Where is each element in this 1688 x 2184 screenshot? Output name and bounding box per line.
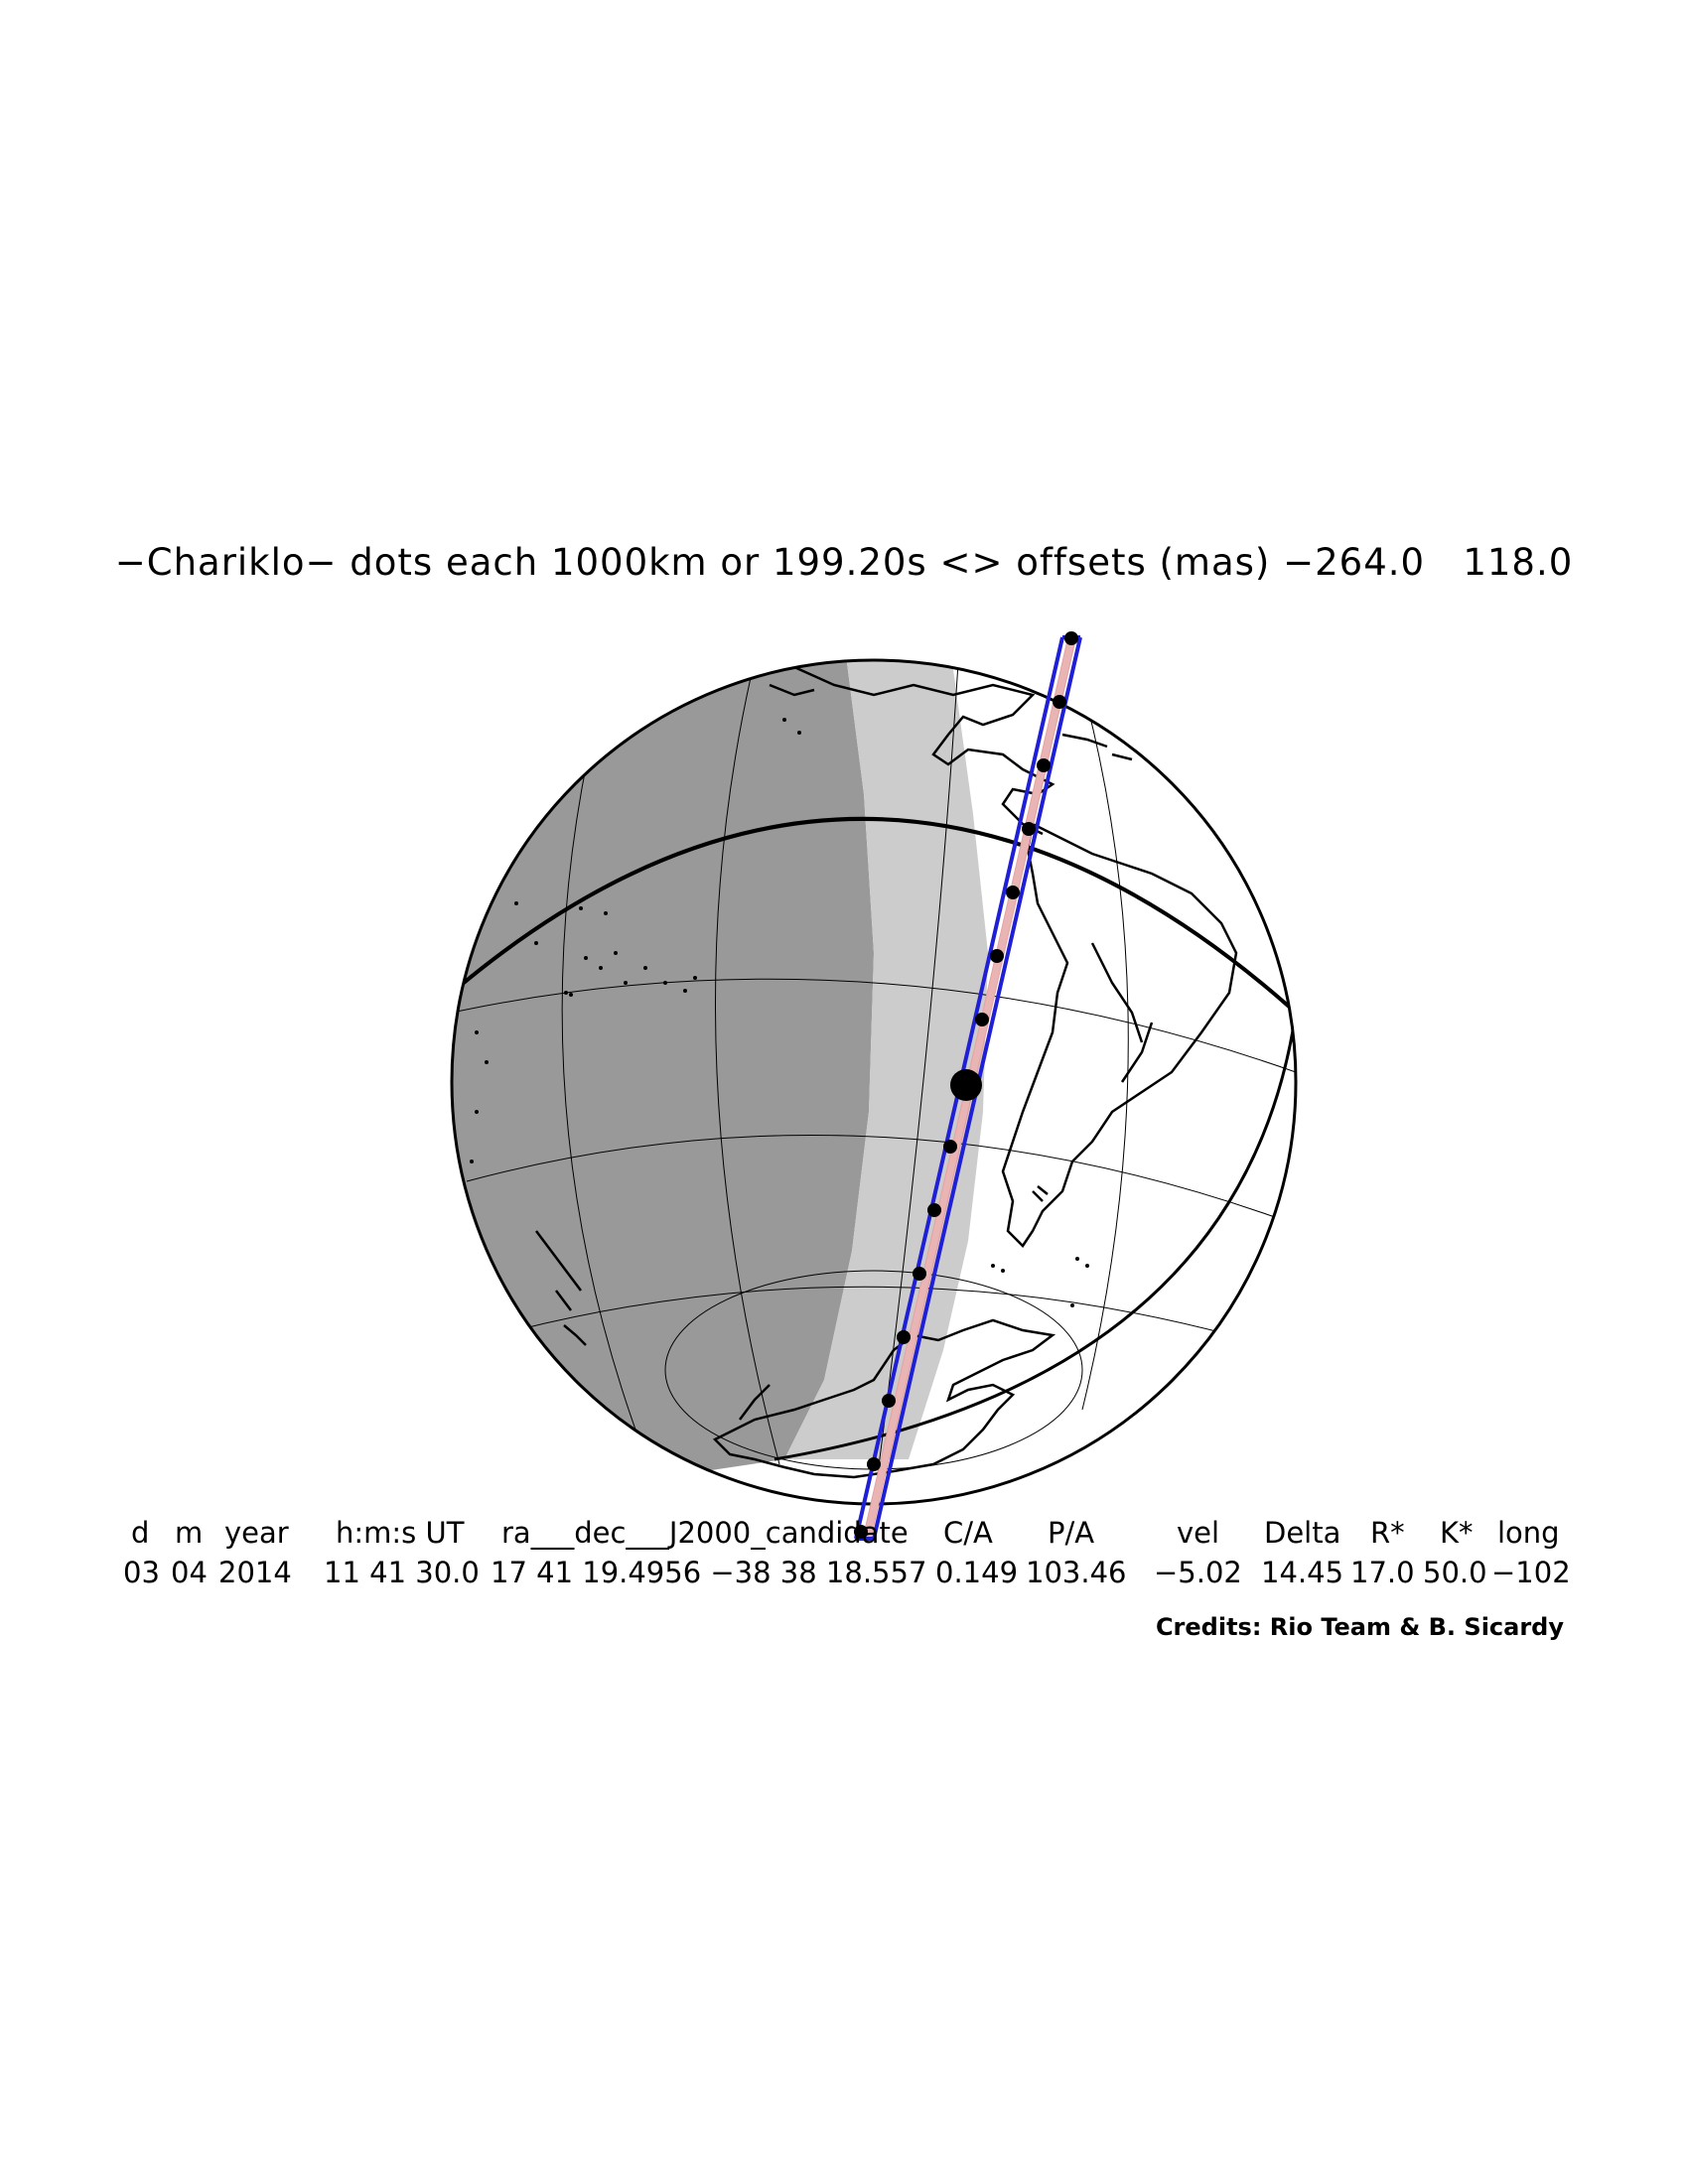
hdr-vel: vel	[1177, 1516, 1220, 1550]
val-d: 03	[123, 1556, 160, 1589]
hdr-pa: P/A	[1048, 1516, 1095, 1550]
val-year: 2014	[218, 1556, 292, 1589]
path-dots	[854, 631, 1078, 1539]
val-vel: −5.02	[1154, 1556, 1242, 1589]
path-dot	[913, 1267, 926, 1281]
path-dot	[1006, 886, 1020, 899]
hdr-d: d	[131, 1516, 150, 1550]
credits: Credits: Rio Team & B. Sicardy	[1155, 1613, 1564, 1641]
hdr-long: long	[1497, 1516, 1560, 1550]
path-dot-central	[950, 1069, 982, 1101]
path-dot	[927, 1203, 941, 1217]
hdr-kstar: K*	[1440, 1516, 1474, 1550]
val-ca: 0.149	[935, 1556, 1019, 1589]
path-dot	[867, 1457, 881, 1471]
terminator-line	[452, 816, 1296, 1015]
val-rstar: 17.0	[1350, 1556, 1415, 1589]
path-dot	[854, 1525, 868, 1539]
night-region	[452, 660, 874, 1504]
path-dot	[1037, 758, 1051, 772]
map-title: −Chariklo− dots each 1000km or 199.20s <…	[114, 541, 1574, 584]
hdr-year: year	[224, 1516, 289, 1550]
val-delta: 14.45	[1261, 1556, 1344, 1589]
hdr-rstar: R*	[1370, 1516, 1405, 1550]
path-dot	[943, 1140, 957, 1154]
hdr-ca: C/A	[943, 1516, 993, 1550]
val-kstar: 50.0	[1423, 1556, 1487, 1589]
path-dot	[1022, 822, 1036, 836]
val-long: −102	[1491, 1556, 1571, 1589]
hdr-m: m	[175, 1516, 204, 1550]
graticule	[452, 660, 1296, 1504]
path-dot	[882, 1394, 896, 1408]
path-dot	[975, 1013, 989, 1026]
hdr-radec: ra___dec___J2000_candidate	[501, 1516, 909, 1550]
val-radec: 17 41 19.4956 −38 38 18.557	[491, 1556, 927, 1589]
islands	[470, 718, 1089, 1307]
hdr-time: h:m:s UT	[336, 1516, 465, 1550]
path-dot	[1064, 631, 1078, 645]
hdr-delta: Delta	[1264, 1516, 1341, 1550]
path-dot	[990, 949, 1004, 963]
path-dot	[1053, 695, 1066, 709]
val-time: 11 41 30.0	[324, 1556, 480, 1589]
val-pa: 103.46	[1026, 1556, 1127, 1589]
coastlines	[535, 663, 1238, 1479]
val-m: 04	[171, 1556, 208, 1589]
path-dot	[897, 1330, 911, 1344]
